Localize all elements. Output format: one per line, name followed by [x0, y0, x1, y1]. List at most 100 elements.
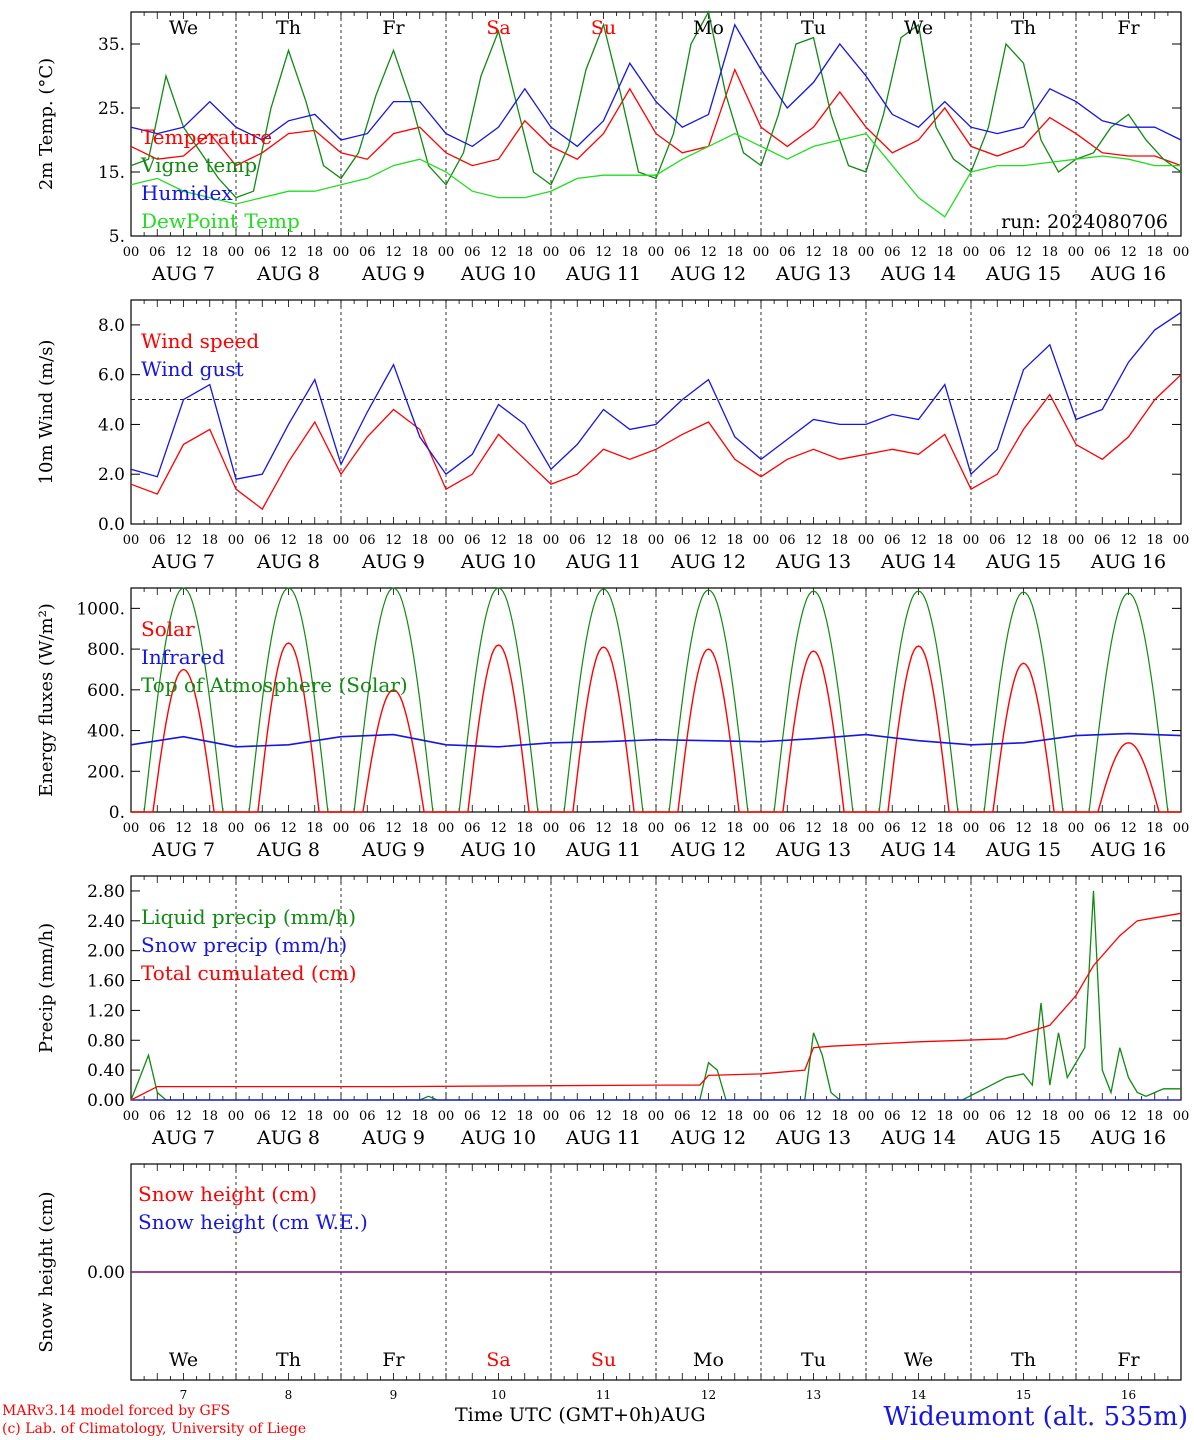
- hour-tick-label: 06: [884, 1109, 901, 1124]
- hour-tick-label: 18: [621, 533, 638, 548]
- hour-tick-label: 06: [359, 821, 376, 836]
- day-number-label: 7: [180, 1388, 188, 1402]
- day-number-label: 16: [1121, 1388, 1136, 1402]
- hour-tick-label: 12: [910, 245, 927, 260]
- hour-tick-label: 12: [1120, 533, 1137, 548]
- hour-tick-label: 06: [149, 1109, 166, 1124]
- weekday-label: Mo: [693, 1349, 724, 1371]
- hour-tick-label: 18: [516, 821, 533, 836]
- y-tick-label: 8.0: [98, 316, 125, 336]
- hour-tick-label: 00: [1173, 1109, 1190, 1124]
- weekday-label: Th: [1011, 17, 1036, 39]
- hour-tick-label: 00: [858, 245, 875, 260]
- weekday-label: Tu: [801, 1349, 826, 1371]
- date-label: AUG 13: [775, 1127, 851, 1149]
- date-label: AUG 11: [565, 839, 641, 861]
- weekday-label: Su: [591, 17, 616, 39]
- day-number-label: 11: [596, 1388, 611, 1402]
- y-tick-label: 800.: [87, 640, 125, 660]
- series-t2m: [130, 67, 1182, 167]
- hour-tick-label: 00: [1068, 821, 1085, 836]
- model-credit-line-2: (c) Lab. of Climatology, University of L…: [2, 1421, 307, 1437]
- time-axis-label: Time UTC (GMT+0h)AUG: [455, 1404, 706, 1426]
- date-label: AUG 11: [565, 263, 641, 285]
- hour-tick-label: 00: [123, 533, 140, 548]
- hour-tick-label: 00: [438, 533, 455, 548]
- hour-tick-label: 00: [858, 533, 875, 548]
- date-label: AUG 9: [361, 263, 425, 285]
- hour-tick-label: 06: [779, 1109, 796, 1124]
- hour-tick-label: 12: [1015, 533, 1032, 548]
- day-number-label: 13: [806, 1388, 821, 1402]
- hour-tick-label: 18: [936, 245, 953, 260]
- y-axis-label-2: Energy fluxes (W/m²): [36, 603, 57, 797]
- hour-tick-label: 12: [595, 1109, 612, 1124]
- series-toa: [131, 587, 1181, 813]
- hour-tick-label: 12: [910, 533, 927, 548]
- hour-tick-label: 00: [333, 1109, 350, 1124]
- weekday-label: Fr: [382, 1349, 405, 1371]
- hour-tick-label: 12: [910, 1109, 927, 1124]
- hour-tick-label: 18: [621, 1109, 638, 1124]
- legend-solar_peaks: Solar: [141, 617, 195, 641]
- hour-tick-label: 06: [464, 821, 481, 836]
- model-credit: MARv3.14 model forced by GFS (c) Lab. of…: [2, 1402, 306, 1438]
- weekday-label: Fr: [382, 17, 405, 39]
- date-label: AUG 10: [460, 839, 536, 861]
- hour-tick-label: 18: [411, 245, 428, 260]
- y-tick-label: 0.80: [87, 1031, 125, 1051]
- model-credit-line-1: MARv3.14 model forced by GFS: [2, 1403, 231, 1419]
- hour-tick-label: 18: [516, 245, 533, 260]
- hour-tick-label: 06: [254, 821, 271, 836]
- hour-tick-label: 12: [1015, 821, 1032, 836]
- series-cum: [130, 912, 1182, 1101]
- hour-tick-label: 06: [149, 533, 166, 548]
- hour-tick-label: 12: [175, 245, 192, 260]
- hour-tick-label: 12: [490, 245, 507, 260]
- hour-tick-label: 00: [753, 821, 770, 836]
- hour-tick-label: 00: [543, 533, 560, 548]
- y-tick-label: 400.: [87, 722, 125, 742]
- hour-tick-label: 18: [621, 245, 638, 260]
- legend-liquid: Liquid precip (mm/h): [141, 905, 356, 929]
- hour-tick-label: 06: [254, 1109, 271, 1124]
- hour-tick-label: 18: [936, 533, 953, 548]
- hour-tick-label: 18: [1146, 1109, 1163, 1124]
- panel-2-frame: [130, 587, 1182, 813]
- hour-tick-label: 00: [333, 533, 350, 548]
- hour-tick-label: 06: [884, 245, 901, 260]
- hour-tick-label: 12: [175, 821, 192, 836]
- legend-humidex: Humidex: [141, 181, 233, 205]
- weekday-label: Sa: [486, 1349, 510, 1371]
- hour-tick-label: 18: [516, 533, 533, 548]
- hour-tick-label: 18: [201, 821, 218, 836]
- hour-tick-label: 12: [700, 1109, 717, 1124]
- legend-shwe: Snow height (cm W.E.): [138, 1210, 368, 1234]
- y-tick-label: 4.0: [98, 415, 125, 435]
- hour-tick-label: 00: [543, 245, 560, 260]
- day-number-label: 14: [911, 1388, 927, 1402]
- y-tick-label: 0.00: [87, 1091, 125, 1111]
- weekday-label: Sa: [486, 17, 510, 39]
- hour-tick-label: 18: [936, 821, 953, 836]
- hour-tick-label: 18: [726, 821, 743, 836]
- y-tick-label: 2.80: [87, 882, 125, 902]
- y-tick-label: 2.0: [98, 465, 125, 485]
- series-gust: [130, 311, 1182, 480]
- hour-tick-label: 18: [201, 245, 218, 260]
- hour-tick-label: 12: [490, 533, 507, 548]
- date-label: AUG 12: [670, 1127, 746, 1149]
- y-tick-label: 6.0: [98, 366, 125, 386]
- hour-tick-label: 12: [385, 245, 402, 260]
- series-vigne: [130, 10, 1182, 199]
- y-tick-label: 25.: [98, 99, 125, 119]
- hour-tick-label: 00: [333, 245, 350, 260]
- date-label: AUG 14: [880, 551, 956, 573]
- y-axis-label-0: 2m Temp. (°C): [36, 58, 57, 190]
- legend-gust: Wind gust: [141, 357, 244, 381]
- hour-tick-label: 00: [963, 533, 980, 548]
- hour-tick-label: 00: [753, 1109, 770, 1124]
- day-number-label: 15: [1016, 1388, 1031, 1402]
- hour-tick-label: 18: [831, 821, 848, 836]
